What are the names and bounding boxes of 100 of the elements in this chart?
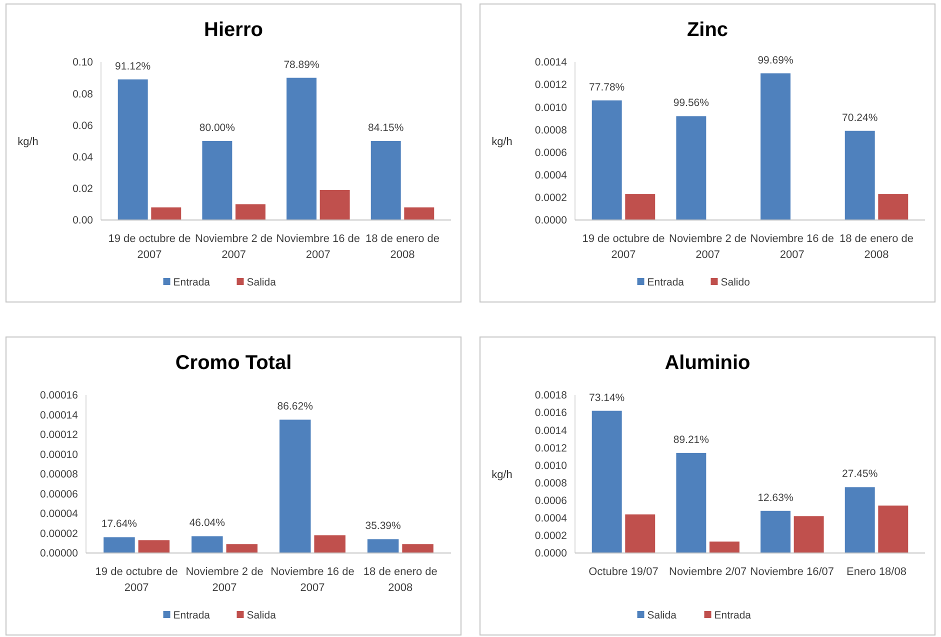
y-tick-label: 0.0004 — [534, 512, 568, 525]
bar — [118, 79, 148, 220]
chart-title: Hierro — [204, 19, 263, 41]
y-tick-label: 0.0012 — [534, 442, 568, 454]
y-tick-label: 0.0018 — [534, 390, 568, 402]
x-tick-label: 19 de octubre de 2007 — [95, 566, 178, 594]
chart-title: Aluminio — [664, 352, 750, 374]
y-tick-label: 0.0014 — [534, 424, 568, 437]
y-tick-label: 0.0006 — [534, 146, 568, 159]
x-tick-label: Noviembre 2/07 — [669, 566, 747, 578]
bar — [320, 190, 350, 220]
y-tick-label: 0.0012 — [534, 79, 568, 92]
x-tick-label: Noviembre 2 de 2007 — [186, 566, 264, 594]
annotation: 73.14% — [589, 392, 625, 404]
y-tick-label: 0.00008 — [40, 468, 78, 481]
bar — [192, 536, 223, 553]
annotation: 17.64% — [101, 518, 138, 530]
bar — [235, 204, 266, 220]
y-tick-label: 0.04 — [72, 151, 94, 164]
annotation: 86.62% — [277, 400, 313, 413]
bar — [314, 535, 346, 553]
legend-label: Entrada — [714, 610, 752, 622]
annotation: 91.12% — [115, 60, 151, 72]
y-tick-label: 0.0008 — [534, 124, 568, 136]
bar — [402, 544, 434, 553]
legend-label: Salido — [720, 276, 750, 289]
y-tick-label: 0.0010 — [534, 102, 568, 114]
x-tick-label: 19 de octubre de 2007 — [108, 233, 191, 261]
annotation: 27.45% — [842, 468, 878, 480]
y-tick-label: 0.00004 — [40, 508, 78, 520]
x-tick-label: 18 de enero de 2008 — [840, 233, 914, 261]
annotation: 89.21% — [673, 434, 709, 446]
y-tick-label: 0.00006 — [40, 488, 78, 500]
bar — [878, 194, 908, 220]
annotation: 77.78% — [589, 81, 625, 94]
bar — [760, 73, 791, 220]
bar — [709, 542, 740, 553]
bar — [104, 537, 135, 553]
bar — [367, 539, 399, 553]
x-tick-label: Noviembre 16/07 — [750, 566, 834, 578]
y-axis-title: kg/h — [18, 136, 38, 148]
legend-label: Salida — [647, 610, 677, 622]
y-tick-label: 0.08 — [72, 88, 94, 100]
y-tick-label: 0.0014 — [534, 56, 568, 69]
y-tick-label: 0.00012 — [40, 429, 78, 442]
x-tick-label: Noviembre 2 de 2007 — [195, 233, 273, 261]
y-tick-label: 0.0006 — [534, 495, 568, 508]
bar — [676, 116, 706, 220]
bar — [151, 207, 182, 220]
chart-title: Zinc — [686, 19, 728, 41]
x-tick-label: Noviembre 16 de 2007 — [276, 233, 360, 261]
bar — [202, 141, 232, 220]
y-tick-label: 0.0002 — [534, 192, 568, 204]
legend-label: Entrada — [173, 610, 210, 622]
y-tick-label: 0.06 — [72, 120, 94, 132]
bar — [844, 487, 875, 553]
y-tick-label: 0.00002 — [40, 528, 78, 540]
annotation: 35.39% — [365, 520, 401, 532]
annotation: 12.63% — [758, 492, 794, 504]
y-axis-title: kg/h — [492, 468, 512, 481]
y-tick-label: 0.0000 — [534, 548, 568, 560]
y-tick-label: 0.0002 — [534, 530, 568, 542]
annotation: 46.04% — [189, 517, 225, 530]
y-tick-label: 0.00014 — [40, 409, 78, 422]
annotation: 99.69% — [758, 54, 794, 66]
bar — [138, 540, 170, 553]
y-tick-label: 0.0010 — [534, 460, 568, 472]
x-tick-label: Noviembre 2 de 2007 — [669, 233, 747, 261]
legend-label: Salida — [246, 610, 276, 622]
annotation: 99.56% — [673, 97, 709, 110]
bar — [760, 510, 791, 553]
y-tick-label: 0.00000 — [40, 548, 78, 560]
annotation: 84.15% — [368, 122, 404, 134]
bar — [676, 452, 706, 553]
y-tick-label: 0.00 — [72, 214, 94, 227]
y-tick-label: 0.0000 — [534, 214, 568, 227]
x-tick-label: Noviembre 16 de 2007 — [750, 233, 834, 261]
x-tick-label: 18 de enero de 2008 — [366, 233, 440, 261]
legend-label: Entrada — [647, 276, 684, 289]
x-tick-label: Noviembre 16 de 2007 — [270, 566, 354, 594]
y-tick-label: 0.00010 — [40, 448, 78, 461]
bar — [226, 544, 258, 553]
legend-label: Entrada — [173, 276, 210, 289]
y-tick-label: 0.10 — [72, 56, 94, 69]
x-tick-label: 18 de enero de 2008 — [363, 566, 438, 594]
bar — [279, 420, 311, 553]
bar — [625, 194, 656, 220]
y-tick-label: 0.00016 — [40, 390, 78, 402]
bar — [370, 141, 401, 220]
bar — [286, 78, 317, 220]
x-tick-label: Enero 18/08 — [846, 566, 906, 578]
bar — [625, 514, 656, 553]
bar — [794, 516, 824, 553]
annotation: 70.24% — [842, 112, 878, 124]
annotation: 80.00% — [199, 122, 235, 134]
x-tick-label: Octubre 19/07 — [588, 566, 658, 578]
chart-title: Cromo Total — [175, 352, 292, 374]
bar — [592, 410, 622, 553]
y-tick-label: 0.02 — [72, 183, 94, 196]
y-axis-title: kg/h — [492, 136, 512, 148]
